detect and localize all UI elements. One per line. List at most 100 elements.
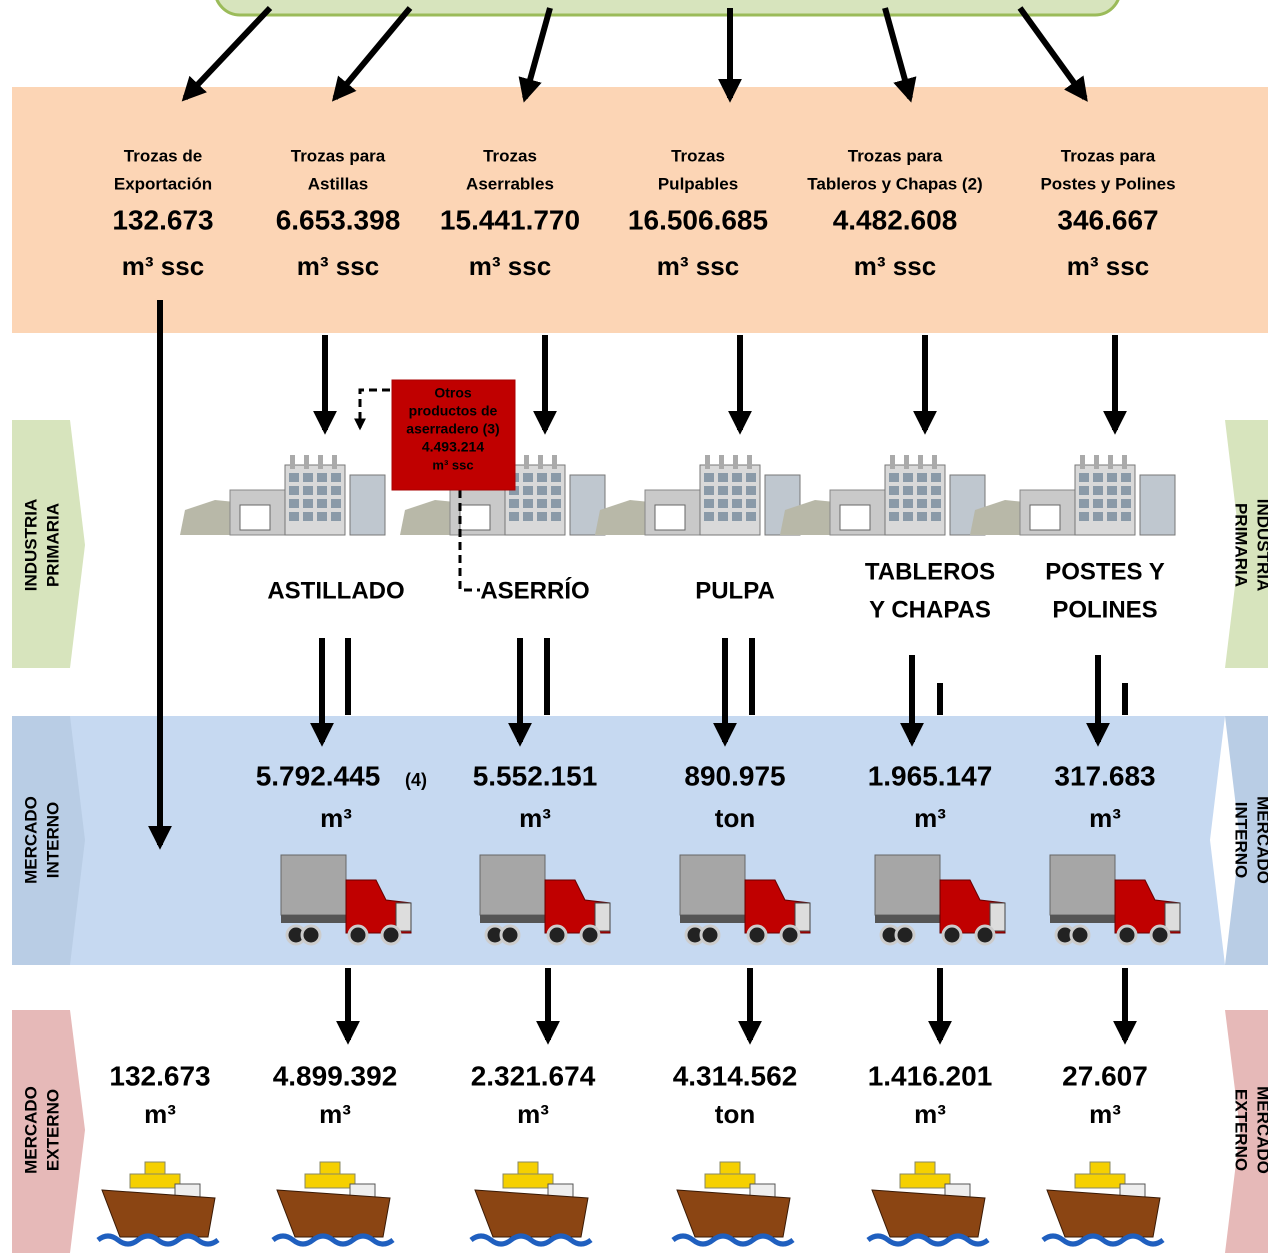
factory-part <box>331 512 341 521</box>
factory-part <box>732 499 742 508</box>
label: 16.506.685 <box>628 204 768 235</box>
ship-water <box>271 1233 395 1247</box>
side-label: MERCADO <box>21 796 40 884</box>
ship-part <box>899 1173 951 1189</box>
factory-part <box>889 512 899 521</box>
label: m³ <box>519 803 551 833</box>
factory-part <box>551 512 561 521</box>
side-tab <box>12 716 85 965</box>
factory-part <box>1079 486 1089 495</box>
factory-part <box>931 486 941 495</box>
truck-part <box>874 854 941 916</box>
label: 317.683 <box>1054 760 1155 791</box>
ship-water <box>866 1233 990 1247</box>
truck-part <box>480 915 545 923</box>
truck-part <box>1049 854 1116 916</box>
factory-part <box>524 455 529 469</box>
ship-water <box>671 1233 795 1247</box>
factory-part <box>1093 512 1103 521</box>
factory-part <box>718 473 728 482</box>
factory-part <box>1093 486 1103 495</box>
factory-part <box>303 473 313 482</box>
factory-part <box>289 512 299 521</box>
factory-part <box>537 473 547 482</box>
factory-part <box>552 455 557 469</box>
label: 1.416.201 <box>868 1060 993 1091</box>
factory-part <box>304 455 309 469</box>
label: m³ <box>144 1099 176 1129</box>
factory-part <box>1080 455 1085 469</box>
factory-part <box>903 512 913 521</box>
factory-part <box>931 499 941 508</box>
factory-part <box>332 455 337 469</box>
factory-part <box>459 504 491 531</box>
factory-part <box>331 473 341 482</box>
label: aserradero (3) <box>406 421 499 437</box>
dashed <box>458 490 480 592</box>
label: Trozas para <box>1061 146 1156 165</box>
factory-part <box>317 512 327 521</box>
truck-wheel <box>699 924 721 946</box>
factory-part <box>718 512 728 521</box>
ship-icon <box>271 1161 395 1247</box>
ship-water <box>96 1233 220 1247</box>
factory-part <box>747 455 752 469</box>
arrow <box>882 7 917 103</box>
factory-part <box>1107 486 1117 495</box>
truck-part <box>989 902 1006 932</box>
factory-part <box>331 486 341 495</box>
dashed <box>354 388 390 431</box>
truck-wheel <box>579 924 601 946</box>
truck-part <box>1164 902 1181 932</box>
factory-part <box>1107 499 1117 508</box>
truck-wheel <box>894 924 916 946</box>
factory-part <box>1121 486 1131 495</box>
factory-part <box>317 499 327 508</box>
factory-part <box>917 499 927 508</box>
byproduct-box <box>391 379 516 491</box>
label: 346.667 <box>1057 204 1158 235</box>
label: 15.441.770 <box>440 204 580 235</box>
label: m³ <box>319 1099 351 1129</box>
truck-icon <box>679 854 811 946</box>
ship-water <box>1041 1233 1165 1247</box>
factory-part <box>704 499 714 508</box>
side-label: INDUSTRIA <box>21 499 40 592</box>
label: m³ ssc <box>297 251 379 281</box>
factory-part <box>917 473 927 482</box>
factory-part <box>1093 499 1103 508</box>
source-box <box>215 0 1120 17</box>
label: m³ <box>517 1099 549 1129</box>
side-tab <box>1225 1010 1268 1253</box>
truck-part <box>395 902 412 932</box>
ship-part <box>474 1189 589 1238</box>
ship-part <box>704 1173 756 1189</box>
factory-part <box>551 473 561 482</box>
label: m³ <box>914 803 946 833</box>
label: 4.493.214 <box>422 439 484 455</box>
label: m³ ssc <box>122 251 204 281</box>
label: m³ <box>1089 1099 1121 1129</box>
side-label: MERCADO <box>21 1086 40 1174</box>
factory-part <box>523 486 533 495</box>
label: 4.899.392 <box>273 1060 398 1091</box>
label: (4) <box>405 770 427 790</box>
truck-part <box>280 854 347 916</box>
side-label: INTERNO <box>43 802 62 879</box>
factory-part <box>239 504 271 531</box>
factory-part <box>704 486 714 495</box>
side-tab <box>12 1010 85 1253</box>
label: Exportación <box>114 174 212 193</box>
label: 132.673 <box>109 1060 210 1091</box>
ship-part <box>676 1189 791 1238</box>
truck-icon <box>479 854 611 946</box>
truck-wheel <box>347 924 369 946</box>
factory-part <box>303 499 313 508</box>
side-label: PRIMARIA <box>43 503 62 587</box>
factory-part <box>733 455 738 469</box>
truck-part <box>281 915 346 923</box>
truck-part <box>479 854 546 916</box>
factory-part <box>931 473 941 482</box>
factory-part <box>746 486 756 495</box>
